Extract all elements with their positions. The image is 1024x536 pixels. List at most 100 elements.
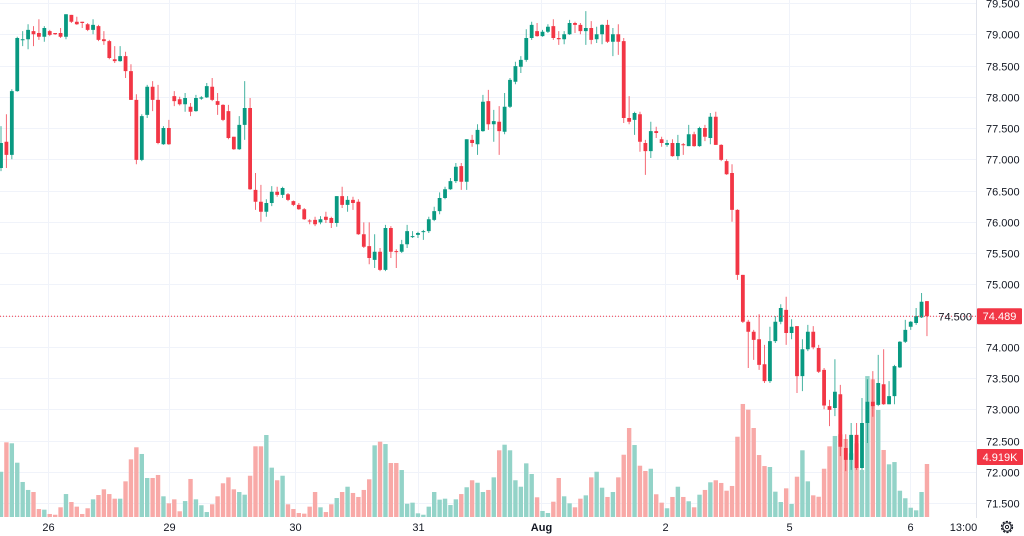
volume-bar	[767, 467, 773, 517]
candle-down	[757, 339, 761, 365]
candle-up	[800, 349, 805, 377]
candle-up	[502, 106, 507, 132]
price-tick-label: 75.000	[986, 280, 1020, 292]
volume-bar	[193, 499, 199, 517]
candle-up	[426, 219, 431, 232]
volume-bar	[285, 504, 291, 517]
candle-up	[199, 97, 204, 99]
time-tick-label: 6	[907, 522, 913, 534]
volume-bar	[345, 486, 350, 517]
candle-down	[313, 219, 317, 225]
candle-up	[610, 34, 615, 42]
candle-down	[654, 131, 659, 133]
volume-bar	[128, 459, 134, 517]
price-axis[interactable]: 79.500 79.000 78.500 78.000 77.500 77.000 76.5…	[938, 0, 1019, 511]
volume-bar	[361, 489, 367, 517]
candle-up	[204, 86, 209, 98]
candle-down	[172, 96, 177, 102]
volume-bar	[377, 441, 383, 517]
volume-bar	[832, 435, 838, 517]
price-tick-label: 75.500	[986, 249, 1020, 261]
candle-up	[139, 116, 144, 160]
volume-bar	[36, 509, 42, 517]
volume-bar	[0, 471, 4, 517]
volume-bar	[632, 445, 637, 517]
time-axis[interactable]: 26 29 30 31 Aug 2 5 6 13:00	[42, 522, 977, 534]
candle-down	[670, 143, 675, 157]
candle-up	[20, 39, 25, 41]
candle-down	[816, 348, 821, 372]
volume-bar	[442, 498, 448, 517]
settings-button[interactable]	[1000, 520, 1014, 534]
candle-up	[876, 383, 881, 405]
volume-bar	[881, 449, 886, 517]
candle-down	[811, 331, 816, 348]
candle-down	[248, 108, 252, 190]
candle-down	[719, 144, 724, 160]
volume-bar	[838, 434, 843, 517]
volume-bar	[394, 463, 399, 517]
price-tick-label: 73.000	[986, 405, 1020, 417]
volume-bar	[876, 410, 881, 517]
volume-bar	[469, 480, 475, 517]
candle-down	[827, 406, 832, 410]
candle-down	[659, 139, 664, 143]
candle-up	[269, 191, 274, 203]
candle-up	[600, 24, 604, 35]
candle-down	[854, 434, 859, 468]
candle-down	[324, 216, 328, 220]
volume-bar	[529, 474, 534, 517]
volume-bar	[296, 513, 302, 517]
volume-bar	[258, 446, 264, 517]
candle-down	[286, 194, 290, 200]
volume-bar	[123, 481, 128, 517]
volume-bar	[323, 512, 329, 517]
gear-icon	[1000, 520, 1014, 534]
candle-down	[259, 201, 263, 212]
candle-up	[632, 113, 637, 120]
volume-bar	[892, 462, 897, 517]
price-tick-label: 72.000	[986, 468, 1020, 480]
candle-down	[80, 21, 85, 23]
candle-up	[0, 143, 3, 168]
volume-bar	[264, 435, 269, 517]
volume-bar	[594, 471, 599, 517]
volume-bar	[215, 496, 220, 517]
volume-bar	[437, 499, 442, 517]
volume-bar	[388, 463, 394, 517]
candle-down	[713, 116, 718, 145]
volume-bar	[805, 481, 811, 517]
volume-bar	[117, 498, 123, 517]
volume-bar	[735, 436, 740, 517]
candle-down	[388, 228, 393, 252]
volume-bar	[383, 444, 388, 517]
candle-up	[26, 29, 30, 40]
candle-down	[535, 31, 539, 37]
volume-bar	[670, 496, 675, 517]
time-tick-label: 26	[42, 522, 54, 534]
time-tick-label: 30	[289, 522, 301, 534]
volume-bar	[583, 495, 589, 517]
volume-bar	[567, 503, 572, 517]
volume-bar	[664, 508, 670, 517]
volume-bar	[913, 510, 919, 517]
candle-up	[264, 203, 269, 212]
volume-bar	[545, 513, 551, 517]
volume-bar	[556, 477, 561, 517]
candle-down	[361, 234, 366, 247]
candle-up	[768, 341, 772, 382]
candle-down	[96, 26, 101, 40]
volume-bar	[561, 496, 567, 517]
axis-tags: 74.489 4.919K	[977, 308, 1023, 465]
candle-down	[621, 41, 626, 118]
candle-down	[681, 144, 686, 146]
candle-up	[529, 24, 534, 38]
candle-down	[275, 191, 280, 195]
price-tick-label: 78.500	[986, 62, 1020, 74]
candle-down	[843, 448, 848, 460]
candle-down	[53, 33, 58, 35]
candle-down	[925, 301, 929, 317]
candle-down	[394, 251, 399, 253]
candle-down	[746, 321, 751, 332]
